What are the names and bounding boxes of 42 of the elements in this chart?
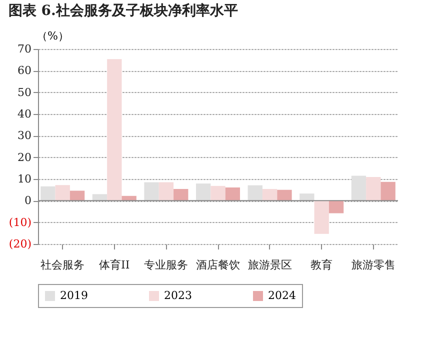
x-tick-label: 体育II [99, 258, 130, 272]
chart-title: 图表 6.社会服务及子板块净利率水平 [8, 2, 238, 19]
x-tick-label: 专业服务 [144, 258, 188, 272]
bar [70, 190, 85, 201]
x-tick-label: 教育 [310, 258, 333, 272]
bar [300, 194, 314, 201]
bar [55, 185, 70, 201]
y-tick-label: 20 [18, 150, 32, 164]
legend-label: 2024 [268, 289, 296, 302]
bar [144, 182, 159, 201]
y-tick-label: 60 [18, 64, 32, 78]
x-tick-label: 社会服务 [40, 258, 85, 272]
y-tick-label: (10) [8, 216, 32, 229]
y-axis-title: （%） [36, 30, 69, 42]
y-tick-label: 70 [18, 42, 32, 56]
bar [380, 182, 396, 201]
y-tick-label: (20) [8, 238, 32, 250]
bar [328, 200, 344, 214]
bar [210, 186, 226, 201]
bar [158, 182, 174, 201]
x-tick-label: 酒店餐饮 [196, 258, 240, 272]
y-tick-label: 30 [18, 129, 32, 142]
bar [366, 177, 381, 201]
bar [107, 59, 122, 201]
bar [225, 187, 240, 201]
y-tick-label: 0 [24, 194, 32, 208]
legend-label: 2019 [60, 289, 88, 302]
y-tick-label: 10 [18, 172, 32, 186]
bar [277, 190, 292, 201]
bar [196, 184, 211, 201]
bar [262, 188, 278, 201]
bar [40, 186, 56, 201]
legend-label: 2023 [164, 289, 192, 302]
bar [351, 176, 366, 201]
bar [174, 188, 188, 201]
bar [314, 200, 329, 234]
x-tick-label: 旅游零售 [351, 258, 396, 272]
y-tick-label: 40 [18, 108, 32, 120]
bar [92, 194, 108, 201]
x-tick-label: 旅游景区 [248, 258, 292, 272]
y-tick-label: 50 [18, 86, 32, 99]
bar [248, 185, 262, 201]
